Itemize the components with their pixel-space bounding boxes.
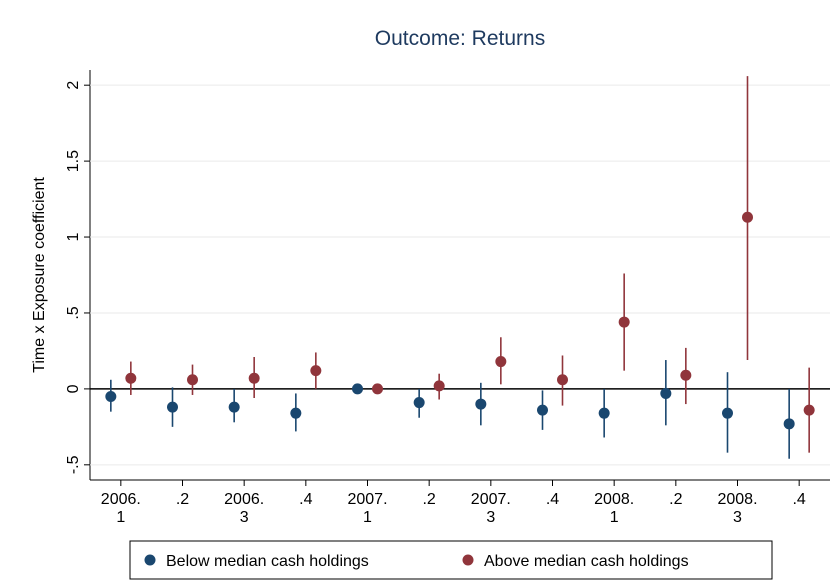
y-tick-label: 1	[65, 232, 82, 241]
point	[598, 407, 610, 419]
point	[433, 380, 445, 392]
x-tick-label-line: 1	[363, 509, 372, 526]
x-tick-label-line: .4	[792, 491, 805, 508]
legend-marker	[462, 554, 474, 566]
x-tick-label-line: .4	[299, 491, 312, 508]
y-tick-label: 1.5	[65, 150, 82, 172]
point	[310, 365, 322, 377]
legend-label: Below median cash holdings	[166, 553, 369, 570]
y-tick-label: 2	[65, 81, 82, 90]
x-tick-label-line: .2	[176, 491, 189, 508]
x-tick-label-line: .4	[546, 491, 559, 508]
point	[660, 387, 672, 399]
x-tick-label: .2	[176, 491, 189, 508]
x-tick-label: .2	[669, 491, 682, 508]
x-tick-label: .2	[422, 491, 435, 508]
point	[248, 372, 260, 384]
x-tick-label: 2008. 3	[717, 491, 757, 526]
y-tick-label: -.5	[65, 455, 82, 474]
x-tick-label: 2007. 3	[471, 491, 511, 526]
x-tick-label-line: 2006.	[224, 491, 264, 508]
x-tick-label-line: 2007.	[347, 491, 387, 508]
x-tick-label-line: 3	[486, 509, 495, 526]
x-tick-label-line: 3	[240, 509, 249, 526]
x-tick-label: 2008. 1	[594, 491, 634, 526]
point	[290, 407, 302, 419]
point	[722, 407, 733, 419]
point	[680, 369, 692, 381]
x-tick-label: .4	[299, 491, 312, 508]
point	[783, 418, 795, 430]
y-tick-label: .5	[65, 306, 82, 319]
x-tick-label-line: 2008.	[717, 491, 757, 508]
point	[495, 356, 507, 368]
chart-title: Outcome: Returns	[375, 27, 545, 50]
point	[413, 397, 425, 409]
point	[228, 401, 240, 413]
y-axis-label: Time x Exposure coefficient	[31, 177, 48, 373]
point	[167, 401, 178, 413]
point	[372, 383, 383, 395]
point	[105, 390, 117, 402]
x-tick-label-line: 2006.	[101, 491, 141, 508]
point	[803, 404, 815, 416]
x-tick-label-line: .2	[422, 491, 435, 508]
x-tick-label-line: 2008.	[594, 491, 634, 508]
x-tick-label-line: 1	[610, 509, 619, 526]
point	[125, 372, 137, 384]
x-tick-label-line: 1	[116, 509, 125, 526]
x-tick-label: 2007. 1	[347, 491, 387, 526]
point	[537, 404, 548, 416]
point	[352, 383, 363, 395]
x-tick-label: 2006. 1	[101, 491, 141, 526]
x-tick-label-line: 2007.	[471, 491, 511, 508]
x-tick-label-line: .2	[669, 491, 682, 508]
legend-marker	[144, 554, 156, 566]
point	[618, 316, 630, 328]
point	[742, 211, 753, 223]
legend-label: Above median cash holdings	[484, 553, 689, 570]
x-tick-label: .4	[792, 491, 805, 508]
point	[475, 398, 487, 410]
y-tick-label: 0	[65, 384, 82, 393]
legend	[129, 540, 773, 580]
x-tick-label-line: 3	[733, 509, 742, 526]
point	[557, 374, 568, 386]
point	[187, 374, 198, 386]
x-tick-label: .4	[546, 491, 559, 508]
x-tick-label: 2006. 3	[224, 491, 264, 526]
